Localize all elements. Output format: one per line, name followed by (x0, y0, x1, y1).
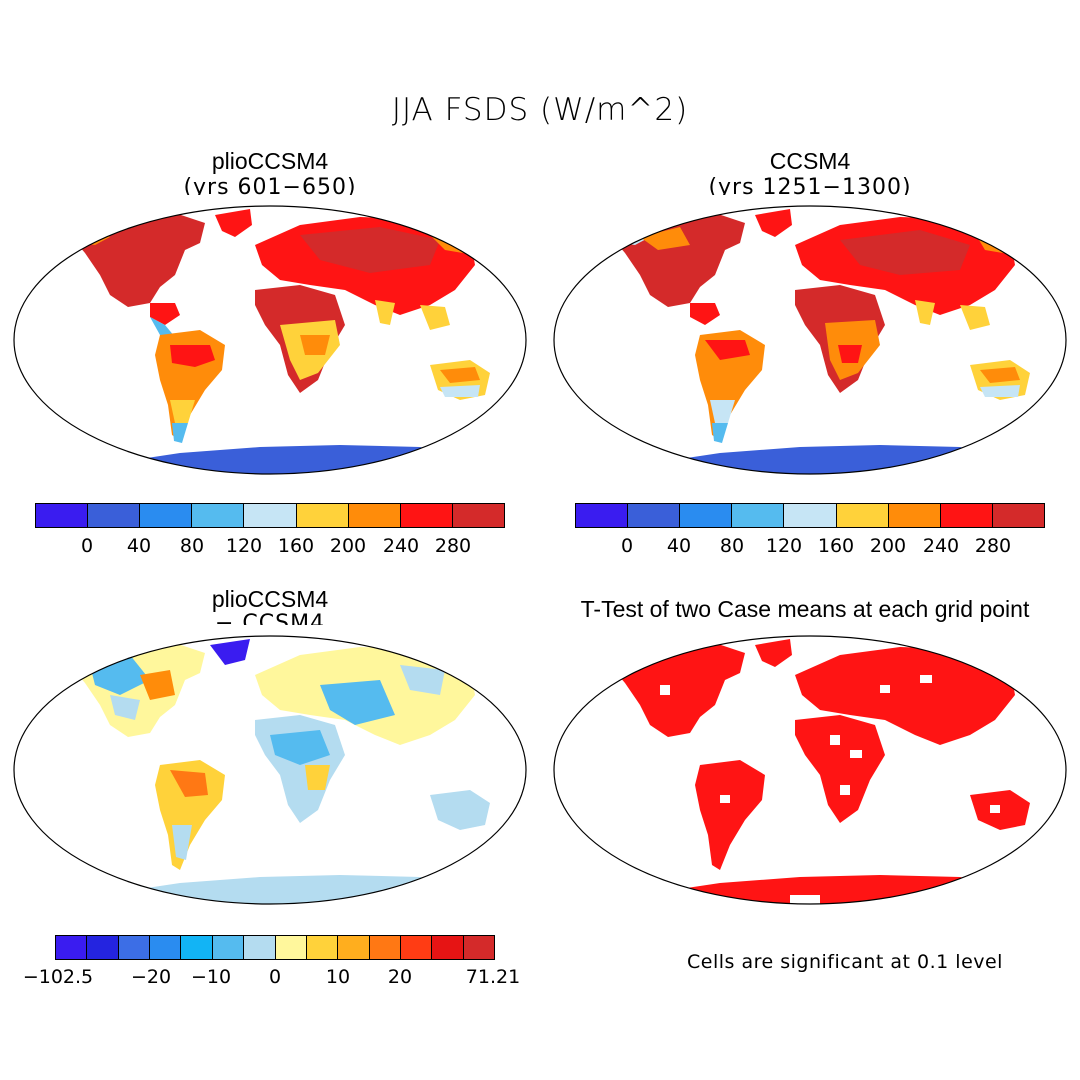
colorbar-tick-label: 71.21 (465, 966, 521, 988)
map-plio-ccsm4 (0, 195, 540, 485)
colorbar-swatch (680, 504, 733, 527)
colorbar-swatch (296, 504, 349, 527)
colorbar-tick-label: 120 (225, 535, 263, 557)
colorbar-swatch (140, 504, 193, 527)
colorbar-tick-label: 200 (869, 535, 907, 557)
colorbar-swatch (940, 504, 993, 527)
colorbar-swatch (576, 504, 629, 527)
map-difference (0, 625, 540, 915)
colorbar-tick-label: 40 (126, 535, 152, 557)
colorbar-tick-label: 200 (329, 535, 367, 557)
land-fill (40, 639, 520, 904)
colorbar-tick-label: −20 (130, 966, 172, 988)
colorbar-plio-labels: 0 40 80 120 160 200 240 280 (35, 535, 505, 559)
colorbar-swatch (732, 504, 785, 527)
colorbar-ccsm4-labels: 0 40 80 120 160 200 240 280 (575, 535, 1045, 559)
colorbar-swatch (36, 504, 89, 527)
colorbar-swatch (628, 504, 681, 527)
colorbar-swatch (836, 504, 889, 527)
colorbar-swatch (87, 936, 119, 959)
land-fill (40, 209, 520, 474)
colorbar-tick-label: 80 (179, 535, 205, 557)
colorbar-tick-label: 40 (666, 535, 692, 557)
significance-note: Cells are significant at 0.1 level (687, 951, 1003, 973)
colorbar-difference (55, 935, 495, 960)
colorbar-swatch (463, 936, 495, 959)
colorbar-swatch (888, 504, 941, 527)
colorbar-ccsm4 (575, 503, 1045, 528)
colorbar-swatch (432, 936, 464, 959)
colorbar-swatch (369, 936, 401, 959)
map-frame (553, 205, 1067, 475)
colorbar-plio (35, 503, 505, 528)
colorbar-swatch (150, 936, 182, 959)
colorbar-tick-label: −10 (190, 966, 232, 988)
colorbar-tick-label: 80 (719, 535, 745, 557)
colorbar-swatch (88, 504, 141, 527)
colorbar-tick-label: 0 (620, 535, 634, 557)
colorbar-swatch (400, 936, 433, 959)
panel-title-difference: plioCCSM4 (211, 586, 329, 612)
colorbar-tick-label: 120 (765, 535, 803, 557)
panel-title-ttest: T-Test of two Case means at each grid po… (580, 596, 1030, 622)
map-frame (13, 635, 527, 905)
colorbar-swatch (400, 504, 453, 527)
panel-title-plio: plioCCSM4 (211, 148, 329, 174)
colorbar-swatch (992, 504, 1044, 527)
colorbar-swatch (348, 504, 401, 527)
map-ttest (540, 625, 1080, 915)
colorbar-swatch (212, 936, 245, 959)
panel-title-ccsm4: CCSM4 (769, 148, 851, 174)
colorbar-swatch (306, 936, 339, 959)
land-fill (580, 209, 1060, 474)
colorbar-tick-label: 280 (434, 535, 472, 557)
colorbar-tick-label: 240 (922, 535, 960, 557)
colorbar-tick-label: 240 (382, 535, 420, 557)
colorbar-swatch (338, 936, 370, 959)
colorbar-tick-label: 160 (817, 535, 855, 557)
colorbar-swatch (181, 936, 213, 959)
colorbar-tick-label: 0 (80, 535, 94, 557)
main-title: JJA FSDS (W/m^2) (391, 92, 689, 128)
map-frame (13, 205, 527, 475)
colorbar-swatch (192, 504, 245, 527)
colorbar-tick-label: −102.5 (22, 966, 94, 988)
colorbar-swatch (118, 936, 151, 959)
colorbar-swatch (784, 504, 837, 527)
colorbar-difference-labels: −102.5 −20 −10 0 10 20 71.21 (23, 966, 520, 990)
colorbar-swatch (452, 504, 504, 527)
colorbar-tick-label: 280 (974, 535, 1012, 557)
colorbar-tick-label: 160 (277, 535, 315, 557)
colorbar-tick-label: 10 (325, 966, 351, 988)
colorbar-tick-label: 0 (268, 966, 282, 988)
colorbar-tick-label: 20 (387, 966, 413, 988)
map-ccsm4 (540, 195, 1080, 485)
colorbar-swatch (56, 936, 88, 959)
colorbar-swatch (244, 936, 276, 959)
colorbar-swatch (275, 936, 307, 959)
significance-fill (580, 639, 1060, 904)
colorbar-swatch (244, 504, 297, 527)
map-frame (553, 635, 1067, 905)
